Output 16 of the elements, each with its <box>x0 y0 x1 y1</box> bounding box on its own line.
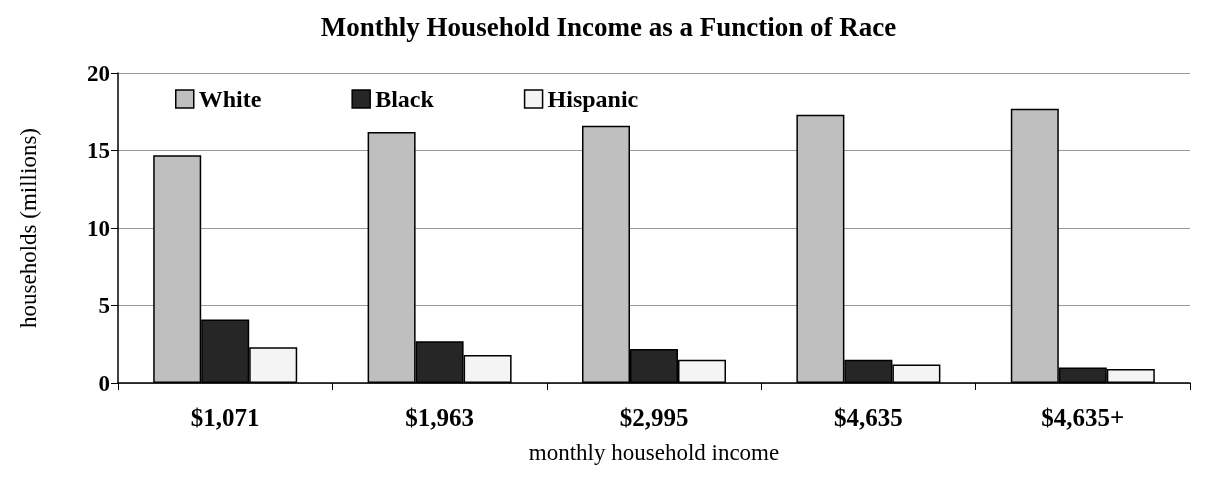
x-tick-label: $4,635+ <box>1041 404 1125 431</box>
y-tick-label: 0 <box>98 370 110 396</box>
y-tick-label: 20 <box>87 60 110 86</box>
y-axis-title: households (millions) <box>16 128 41 328</box>
legend-label: Hispanic <box>547 86 639 112</box>
x-tick-label: $4,635 <box>834 404 903 431</box>
x-tick-label: $1,071 <box>190 404 260 431</box>
legend-label: White <box>198 86 262 112</box>
y-tick-label: 15 <box>87 138 110 163</box>
y-tick-label: 10 <box>87 215 110 241</box>
y-tick-label: 5 <box>98 293 110 318</box>
x-axis-title: monthly household income <box>528 440 780 465</box>
chart-title: Monthly Household Income as a Function of Race <box>320 11 897 42</box>
x-tick-label: $2,995 <box>619 404 689 431</box>
x-tick-label: $1,963 <box>405 404 474 431</box>
legend-label: Black <box>375 86 435 112</box>
